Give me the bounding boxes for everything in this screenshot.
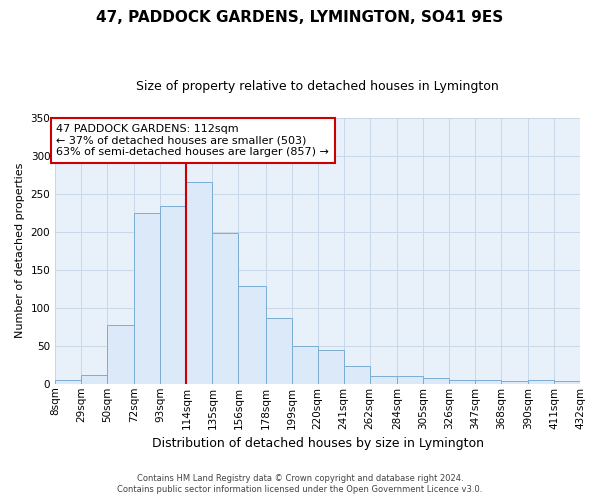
Bar xyxy=(238,286,266,384)
Bar xyxy=(107,325,134,384)
Bar xyxy=(397,376,423,384)
Bar xyxy=(344,366,370,384)
Text: 47, PADDOCK GARDENS, LYMINGTON, SO41 9ES: 47, PADDOCK GARDENS, LYMINGTON, SO41 9ES xyxy=(97,10,503,25)
Bar xyxy=(212,232,238,384)
Bar xyxy=(317,350,344,384)
Bar xyxy=(81,374,107,384)
Bar xyxy=(266,318,292,384)
Bar xyxy=(55,380,81,384)
Bar xyxy=(292,346,317,384)
Bar xyxy=(554,382,580,384)
Y-axis label: Number of detached properties: Number of detached properties xyxy=(15,163,25,338)
Bar xyxy=(160,206,187,384)
Bar xyxy=(449,380,475,384)
Bar xyxy=(475,380,501,384)
Bar xyxy=(134,213,160,384)
Title: Size of property relative to detached houses in Lymington: Size of property relative to detached ho… xyxy=(136,80,499,93)
Bar xyxy=(423,378,449,384)
Bar xyxy=(501,382,528,384)
Bar xyxy=(370,376,397,384)
Bar xyxy=(528,380,554,384)
Text: 47 PADDOCK GARDENS: 112sqm
← 37% of detached houses are smaller (503)
63% of sem: 47 PADDOCK GARDENS: 112sqm ← 37% of deta… xyxy=(56,124,329,157)
Text: Contains HM Land Registry data © Crown copyright and database right 2024.
Contai: Contains HM Land Registry data © Crown c… xyxy=(118,474,482,494)
X-axis label: Distribution of detached houses by size in Lymington: Distribution of detached houses by size … xyxy=(152,437,484,450)
Bar xyxy=(187,182,212,384)
